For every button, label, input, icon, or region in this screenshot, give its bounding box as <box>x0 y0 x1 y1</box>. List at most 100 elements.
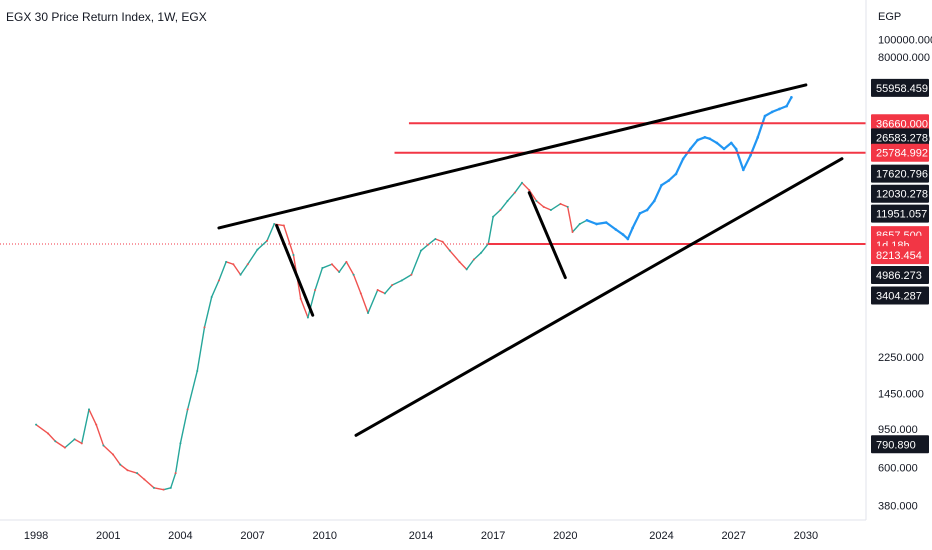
price-segment <box>314 267 324 291</box>
price-segment <box>119 463 129 471</box>
price-point <box>604 221 608 224</box>
trendline[interactable] <box>275 224 315 317</box>
price-point <box>660 183 663 187</box>
x-tick-label: 2030 <box>794 530 818 542</box>
price-point <box>499 209 502 212</box>
price-segment <box>499 200 509 211</box>
trendline[interactable] <box>354 157 844 437</box>
price-point <box>480 251 483 254</box>
price-point <box>169 486 172 489</box>
price-segment <box>153 487 165 491</box>
x-tick-label: 2024 <box>649 530 673 542</box>
price-segment <box>674 157 685 176</box>
price-segment <box>273 223 285 227</box>
price-point <box>232 263 235 266</box>
price-segment <box>579 219 588 225</box>
price-segment <box>631 212 641 230</box>
price-point <box>95 423 98 426</box>
price-tag: 3404.287 <box>871 286 929 305</box>
price-tag: 790.890 <box>871 435 929 454</box>
price-tag-box <box>871 204 929 223</box>
price-segment <box>218 261 227 282</box>
price-point <box>742 168 745 172</box>
price-point <box>578 223 581 226</box>
price-segment <box>186 370 198 411</box>
price-segment <box>384 284 393 295</box>
price-segment <box>542 206 552 211</box>
price-point <box>54 440 57 443</box>
price-tag-box <box>871 128 929 147</box>
price-point <box>756 136 760 139</box>
price-segment <box>307 289 316 319</box>
price-tag-label: 17620.796 <box>876 169 928 181</box>
price-point <box>256 248 259 251</box>
x-tick-label: 2027 <box>721 530 745 542</box>
price-tag: 11951.057 <box>871 204 929 223</box>
price-segment <box>708 137 718 145</box>
y-tick-label-faded: 80000.000 <box>878 52 930 64</box>
x-tick-label: 2017 <box>481 530 505 542</box>
price-segment <box>64 438 76 449</box>
price-segment <box>338 261 348 273</box>
price-point <box>80 442 83 445</box>
price-point <box>203 326 206 329</box>
price-point <box>778 107 781 111</box>
price-point <box>465 268 468 271</box>
price-segment <box>88 408 97 426</box>
price-segment <box>434 238 444 243</box>
y-tick-label: 380.000 <box>878 501 918 513</box>
price-point <box>631 226 634 230</box>
trendline[interactable] <box>527 191 567 280</box>
price-segment <box>473 252 482 261</box>
price-segment <box>492 209 502 218</box>
price-segment <box>266 223 275 242</box>
price-tag-box <box>871 78 929 97</box>
price-segment <box>550 203 562 211</box>
price-tag-box <box>871 286 929 305</box>
price-point <box>112 453 115 456</box>
y-tick-label: 100000.000 <box>878 34 932 46</box>
price-point <box>566 205 569 208</box>
price-segment <box>352 274 362 295</box>
price-point <box>239 273 242 276</box>
price-tag: 8213.454 <box>871 246 929 265</box>
price-point <box>330 263 333 266</box>
price-tag-label: 55958.459 <box>876 83 928 95</box>
price-point <box>441 240 444 243</box>
price-segment <box>763 110 774 118</box>
price-point <box>571 230 574 233</box>
price-point <box>667 179 671 182</box>
price-point <box>542 205 545 208</box>
x-tick-label: 2004 <box>168 530 192 542</box>
price-point <box>35 423 38 426</box>
price-segment <box>653 184 663 203</box>
price-segment <box>299 298 309 319</box>
price-point <box>174 472 177 475</box>
price-point <box>136 472 139 475</box>
price-tag-box <box>871 435 929 454</box>
price-segment <box>785 96 793 108</box>
price-point <box>367 311 370 314</box>
price-point <box>595 222 598 226</box>
price-tag: 26583.278 <box>871 128 929 147</box>
price-point <box>535 199 538 202</box>
price-segment <box>232 263 242 276</box>
price-segment <box>722 141 733 150</box>
price-tag-box <box>871 184 929 203</box>
price-point <box>614 228 618 231</box>
price-tag-label: 4986.273 <box>876 270 922 282</box>
price-tag-label: 36660.000 <box>876 118 928 130</box>
price-point <box>345 260 348 263</box>
price-tag-label: 790.890 <box>876 439 916 451</box>
trendline[interactable] <box>217 83 808 230</box>
price-segment <box>73 438 83 445</box>
price-segment <box>449 249 461 263</box>
price-point <box>88 408 91 411</box>
x-tick-label: 1998 <box>24 530 48 542</box>
price-segment <box>102 444 114 456</box>
price-point <box>352 273 355 276</box>
price-segment <box>143 478 155 489</box>
price-tag-box <box>871 114 929 133</box>
